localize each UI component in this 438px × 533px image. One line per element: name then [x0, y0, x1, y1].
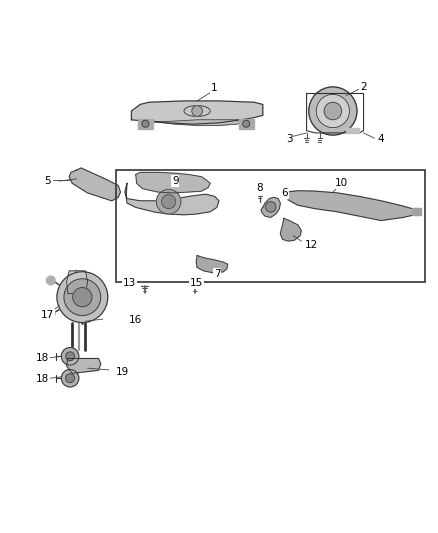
Circle shape	[324, 102, 342, 120]
Polygon shape	[67, 359, 101, 374]
Circle shape	[64, 279, 101, 316]
Polygon shape	[131, 101, 263, 124]
Circle shape	[309, 87, 357, 135]
Text: 13: 13	[123, 278, 136, 288]
Text: 8: 8	[256, 183, 263, 192]
Circle shape	[156, 189, 181, 214]
Text: 17: 17	[41, 310, 54, 320]
Circle shape	[66, 352, 74, 361]
Circle shape	[142, 120, 149, 127]
Circle shape	[316, 94, 350, 128]
Circle shape	[61, 369, 79, 387]
Circle shape	[46, 310, 55, 318]
Text: 6: 6	[281, 188, 288, 198]
Text: 5: 5	[44, 176, 51, 186]
Bar	[412, 208, 421, 215]
Bar	[138, 119, 153, 128]
Text: 9: 9	[172, 176, 179, 186]
Text: 18: 18	[36, 374, 49, 384]
Circle shape	[243, 120, 250, 127]
Polygon shape	[280, 219, 301, 241]
Text: 1: 1	[211, 83, 218, 93]
Circle shape	[61, 348, 79, 365]
Text: 15: 15	[190, 278, 203, 288]
Polygon shape	[261, 197, 280, 217]
Circle shape	[265, 201, 276, 212]
Text: 16: 16	[129, 315, 142, 325]
Text: 18: 18	[36, 353, 49, 364]
Circle shape	[66, 374, 74, 383]
Text: 4: 4	[378, 134, 385, 144]
Text: 2: 2	[360, 82, 367, 92]
Circle shape	[162, 195, 176, 209]
Circle shape	[57, 272, 108, 322]
Polygon shape	[69, 168, 120, 201]
Bar	[239, 119, 254, 128]
Bar	[116, 170, 425, 282]
Polygon shape	[196, 255, 228, 273]
Polygon shape	[136, 172, 210, 193]
Circle shape	[46, 276, 55, 285]
Polygon shape	[287, 191, 420, 221]
Text: 10: 10	[335, 178, 348, 188]
Text: 12: 12	[304, 240, 318, 251]
Text: 3: 3	[286, 134, 293, 144]
Text: 19: 19	[116, 367, 129, 377]
Polygon shape	[145, 120, 245, 125]
Circle shape	[73, 287, 92, 307]
Polygon shape	[67, 271, 88, 294]
Bar	[346, 128, 359, 133]
Text: 7: 7	[214, 269, 221, 279]
Circle shape	[192, 106, 202, 116]
Polygon shape	[125, 183, 219, 215]
